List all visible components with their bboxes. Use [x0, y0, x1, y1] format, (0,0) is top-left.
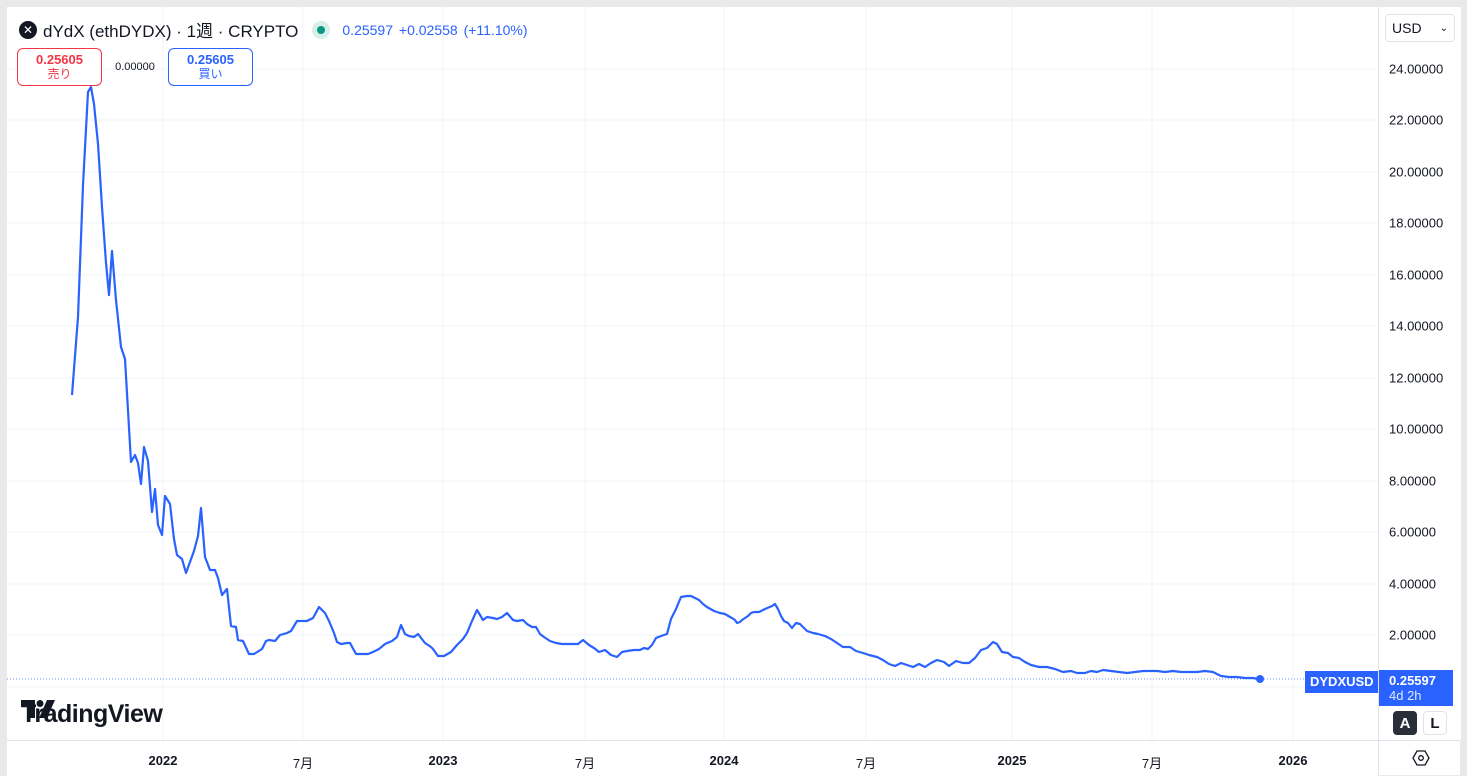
time-tick: 7月 — [1141, 756, 1163, 771]
symbol-price-label: DYDXUSD — [1305, 671, 1379, 693]
market-status-indicator[interactable] — [312, 20, 331, 39]
price-tick: 6.00000 — [1389, 524, 1436, 540]
axis-corner — [1378, 740, 1461, 776]
time-tick: 2024 — [709, 753, 739, 768]
currency-select[interactable]: USD ⌄ — [1385, 14, 1455, 42]
price-tick: 14.00000 — [1389, 318, 1444, 334]
grid — [7, 7, 1378, 740]
spread-value: 0.00000 — [115, 61, 155, 73]
settings-icon[interactable] — [1412, 750, 1430, 766]
buy-price: 0.25605 — [187, 52, 234, 67]
auto-scale-button[interactable]: A — [1393, 711, 1417, 735]
price-tick: 18.00000 — [1389, 215, 1444, 231]
buy-label: 買い — [198, 67, 223, 81]
sell-button[interactable]: 0.25605 売り — [17, 48, 102, 86]
price-change-percent: (+11.10%) — [463, 21, 528, 38]
trade-buttons: 0.25605 売り 0.00000 0.25605 買い — [17, 48, 253, 86]
last-price-axis-value: 0.25597 — [1389, 673, 1436, 688]
price-tick: 20.00000 — [1389, 164, 1444, 180]
market-open-dot-icon — [317, 25, 326, 34]
last-point-marker — [1256, 675, 1264, 683]
price-tick: 16.00000 — [1389, 267, 1444, 283]
price-tick: 22.00000 — [1389, 112, 1444, 128]
price-info: 0.25597 +0.02558 (+11.10%) — [342, 22, 527, 38]
price-change: +0.02558 — [398, 21, 458, 38]
time-tick: 7月 — [574, 756, 596, 771]
chart-widget: ✕ dYdX (ethDYDX) · 1週 · CRYPTO 0.25597 +… — [7, 7, 1461, 776]
price-tick: 8.00000 — [1389, 473, 1436, 489]
buy-button[interactable]: 0.25605 買い — [168, 48, 253, 86]
sell-label: 売り — [47, 67, 72, 81]
scale-buttons: A L — [1393, 711, 1447, 735]
price-tick: 4.00000 — [1389, 576, 1436, 592]
symbol-title[interactable]: dYdX (ethDYDX) · 1週 · CRYPTO — [43, 22, 299, 41]
time-tick: 2026 — [1278, 753, 1308, 768]
price-tick: 12.00000 — [1389, 370, 1444, 386]
time-tick: 7月 — [855, 756, 877, 771]
time-tick: 2025 — [997, 753, 1027, 768]
price-axis[interactable]: USD ⌄ 24.00000 22.00000 20.00000 18.0000… — [1378, 7, 1461, 740]
chevron-down-icon: ⌄ — [1439, 22, 1448, 34]
price-line-chart — [7, 7, 1378, 740]
chart-legend: ✕ dYdX (ethDYDX) · 1週 · CRYPTO 0.25597 +… — [19, 17, 528, 42]
price-tick: 24.00000 — [1389, 61, 1444, 77]
time-tick: 7月 — [292, 756, 314, 771]
time-tick: 2023 — [428, 753, 458, 768]
currency-value: USD — [1392, 20, 1422, 36]
price-series-line — [70, 85, 1259, 681]
time-tick: 2022 — [148, 753, 178, 768]
last-price-label: 0.25597 4d 2h — [1379, 670, 1453, 706]
sell-price: 0.25605 — [36, 52, 83, 67]
log-scale-button[interactable]: L — [1423, 711, 1447, 735]
tradingview-mark-icon — [21, 700, 55, 718]
time-axis[interactable]: 2022 7月 2023 7月 2024 7月 2025 7月 2026 — [7, 740, 1378, 776]
last-price-value: 0.25597 — [342, 21, 393, 38]
price-tick: 10.00000 — [1389, 421, 1444, 437]
x-logo-icon: ✕ — [19, 20, 37, 39]
chart-plot-area[interactable]: ✕ dYdX (ethDYDX) · 1週 · CRYPTO 0.25597 +… — [7, 7, 1379, 740]
price-tick: 2.00000 — [1389, 627, 1436, 643]
bar-countdown: 4d 2h — [1389, 688, 1422, 703]
tradingview-logo[interactable]: TradingView — [21, 700, 163, 729]
